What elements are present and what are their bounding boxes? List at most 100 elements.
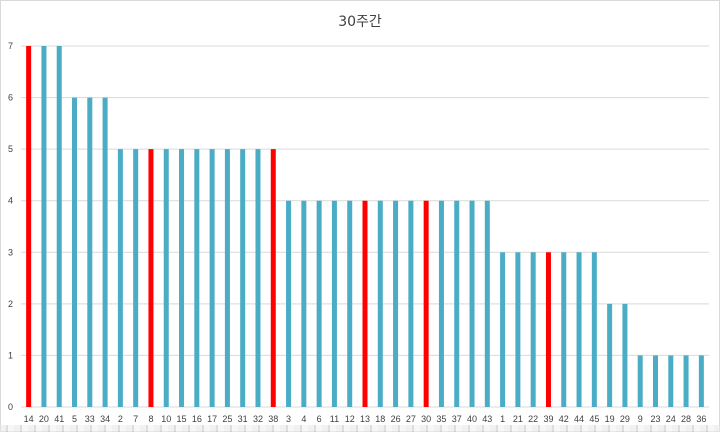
x-tick-label: 38 <box>268 414 278 424</box>
y-tick-label: 2 <box>8 299 13 309</box>
y-tick-label: 4 <box>8 196 13 206</box>
x-tick-label: 34 <box>100 414 110 424</box>
y-tick-label: 6 <box>8 93 13 103</box>
bar-19 <box>607 303 613 407</box>
bar-44 <box>576 252 582 407</box>
x-tick-label: 17 <box>207 414 217 424</box>
y-axis-ticks: 0 1 2 3 4 5 6 7 <box>8 41 13 412</box>
y-tick-label: 7 <box>8 41 13 51</box>
bar-28 <box>683 355 689 407</box>
bar-34 <box>102 97 108 408</box>
x-tick-label: 28 <box>681 414 691 424</box>
x-tick-label: 11 <box>330 414 339 424</box>
x-tick-label: 31 <box>238 414 248 424</box>
bar-37 <box>454 200 460 407</box>
x-tick-label: 1 <box>500 414 505 424</box>
x-tick-label: 27 <box>406 414 416 424</box>
x-tick-label: 29 <box>620 414 630 424</box>
x-tick-label: 8 <box>148 414 153 424</box>
x-tick-label: 20 <box>39 414 49 424</box>
bar-35 <box>438 200 444 407</box>
x-tick-label: 30 <box>421 414 431 424</box>
bar-16 <box>194 149 200 407</box>
bar-32 <box>255 149 261 407</box>
bar-39 <box>545 252 551 407</box>
x-tick-label: 10 <box>161 414 171 424</box>
y-tick-label: 5 <box>8 144 13 154</box>
bottom-strip <box>0 425 720 432</box>
x-axis-ticks: 14 20 41 5 33 34 2 7 8 10 15 16 17 25 31 32 38 3 4 6 11 12 13 1… <box>24 414 707 424</box>
x-tick-label: 35 <box>436 414 446 424</box>
x-tick-label: 43 <box>482 414 492 424</box>
x-tick-label: 3 <box>286 414 291 424</box>
x-tick-label: 12 <box>345 414 355 424</box>
x-tick-label: 25 <box>222 414 232 424</box>
chart-title: 30주간 <box>338 14 382 30</box>
x-tick-label: 42 <box>559 414 569 424</box>
bar-42 <box>561 252 567 407</box>
bar-23 <box>652 355 658 407</box>
x-tick-label: 36 <box>696 414 706 424</box>
x-tick-label: 26 <box>391 414 401 424</box>
bar-12 <box>347 200 353 407</box>
bar-5 <box>72 97 78 408</box>
x-tick-label: 32 <box>253 414 263 424</box>
bar-7 <box>133 149 139 407</box>
bar-20 <box>41 46 47 407</box>
bar-3 <box>286 200 292 407</box>
bar-14 <box>26 46 32 407</box>
x-tick-label: 22 <box>528 414 538 424</box>
bar-17 <box>209 149 215 407</box>
x-tick-label: 16 <box>192 414 202 424</box>
bar-29 <box>622 303 628 407</box>
x-tick-label: 45 <box>589 414 599 424</box>
bar-8 <box>148 149 154 407</box>
bar-1 <box>500 252 506 407</box>
x-tick-label: 2 <box>118 414 123 424</box>
bar-38 <box>270 149 276 407</box>
bar-41 <box>56 46 62 407</box>
x-tick-label: 18 <box>375 414 385 424</box>
bar-21 <box>515 252 521 407</box>
x-tick-label: 9 <box>638 414 643 424</box>
bar-4 <box>301 200 307 407</box>
bar-30 <box>423 200 429 407</box>
x-tick-label: 6 <box>317 414 322 424</box>
bar-10 <box>163 149 169 407</box>
x-tick-label: 5 <box>72 414 77 424</box>
bars <box>26 46 704 408</box>
bar-22 <box>530 252 536 407</box>
bar-6 <box>316 200 322 407</box>
x-tick-label: 33 <box>85 414 95 424</box>
x-tick-label: 39 <box>543 414 553 424</box>
bar-43 <box>484 200 490 407</box>
bar-27 <box>408 200 414 407</box>
x-tick-label: 23 <box>650 414 660 424</box>
x-tick-label: 37 <box>452 414 462 424</box>
x-tick-label: 13 <box>360 414 370 424</box>
bar-2 <box>117 149 123 407</box>
bar-18 <box>377 200 383 407</box>
bar-33 <box>87 97 93 408</box>
x-tick-label: 24 <box>666 414 676 424</box>
x-tick-label: 41 <box>54 414 64 424</box>
bar-26 <box>393 200 399 407</box>
bar-11 <box>331 200 337 407</box>
x-tick-label: 14 <box>24 414 34 424</box>
bar-31 <box>240 149 246 407</box>
bar-25 <box>224 149 230 407</box>
bar-45 <box>591 252 597 407</box>
bar-15 <box>179 149 185 407</box>
x-tick-label: 7 <box>133 414 138 424</box>
x-tick-label: 40 <box>467 414 477 424</box>
bar-24 <box>668 355 674 407</box>
bar-9 <box>637 355 643 407</box>
x-tick-label: 44 <box>574 414 584 424</box>
bar-13 <box>362 200 368 407</box>
y-tick-label: 0 <box>8 402 13 412</box>
y-tick-label: 1 <box>8 350 13 360</box>
x-tick-label: 19 <box>605 414 615 424</box>
x-tick-label: 21 <box>513 414 523 424</box>
